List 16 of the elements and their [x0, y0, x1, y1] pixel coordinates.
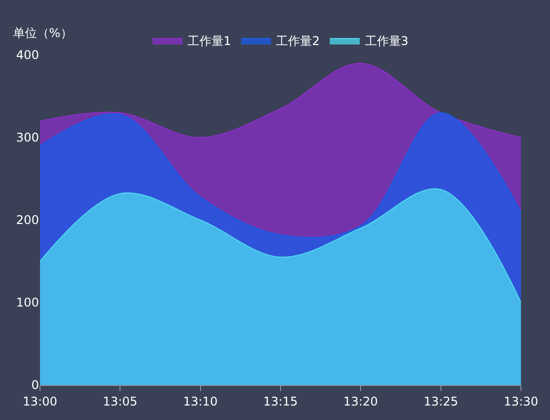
y-axis-title: 单位（%） [13, 26, 72, 40]
legend-label: 工作量2 [276, 34, 320, 48]
x-tick-label: 13:20 [343, 394, 378, 408]
x-tick-label: 13:25 [424, 394, 458, 408]
y-tick-label: 100 [16, 296, 39, 310]
x-tick-label: 13:00 [22, 394, 58, 408]
legend-label: 工作量1 [188, 34, 232, 48]
legend-label: 工作量3 [364, 34, 408, 48]
x-tick-label: 13:15 [263, 394, 298, 408]
x-tick-label: 13:05 [102, 394, 138, 408]
x-tick-label: 13:30 [504, 394, 538, 408]
y-tick-label: 400 [16, 48, 39, 62]
y-tick-label: 300 [16, 130, 39, 145]
y-tick-label: 0 [31, 378, 39, 392]
x-tick-label: 13:10 [183, 394, 218, 408]
y-tick-label: 200 [16, 213, 39, 228]
